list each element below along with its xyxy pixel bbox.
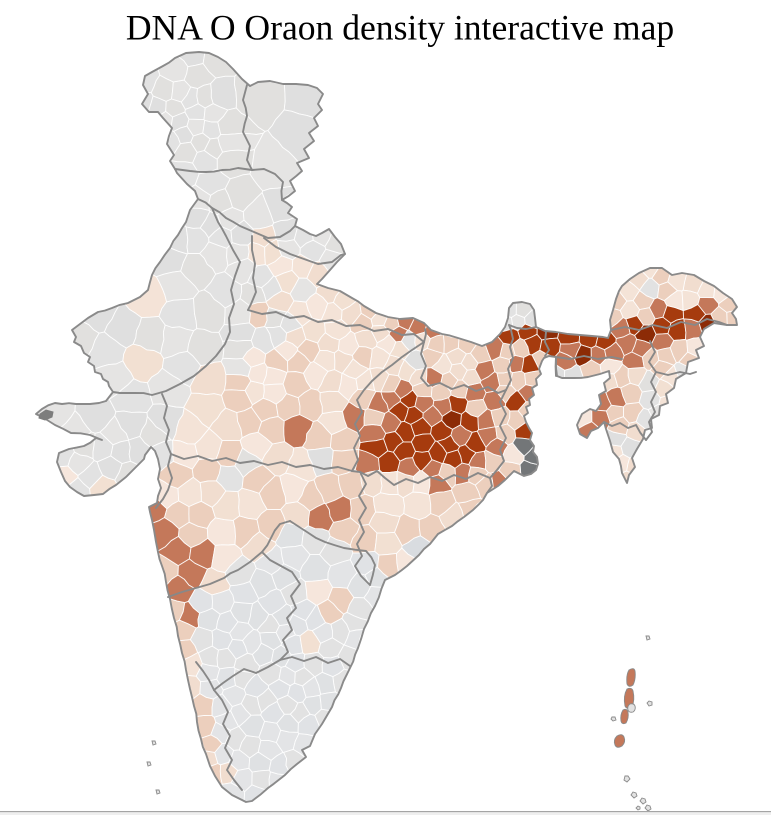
svg-text:DNA O Oraon density interactiv: DNA O Oraon density interactive map: [126, 8, 674, 48]
